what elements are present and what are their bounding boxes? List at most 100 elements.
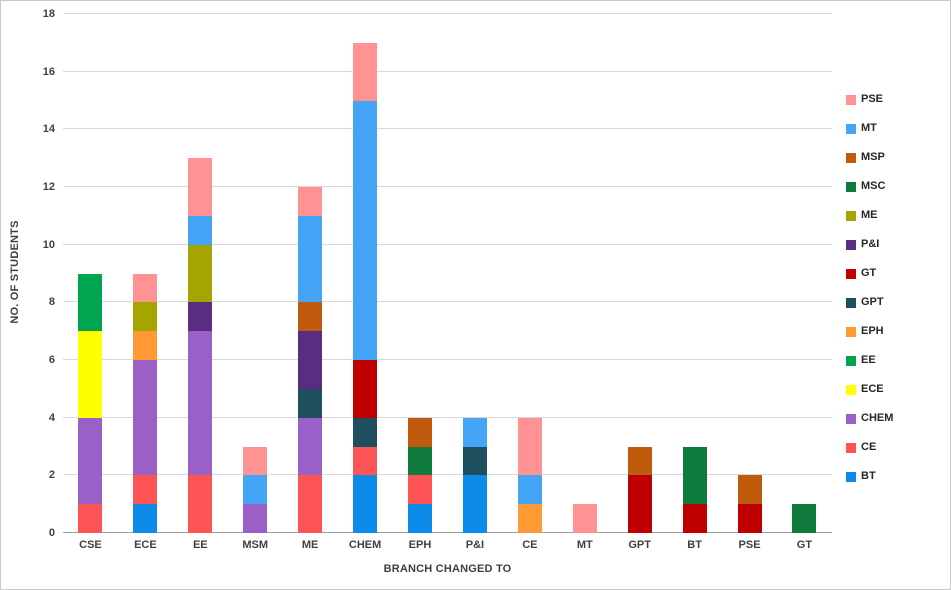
legend-label: BT (861, 470, 876, 482)
bar-MSM (243, 446, 268, 533)
bar-segment-BT (133, 504, 158, 533)
legend-swatch (846, 268, 856, 279)
x-tick-label: MSM (242, 539, 269, 551)
legend-item-ECE: ECE (846, 381, 893, 398)
gridline (63, 243, 832, 245)
x-tick-label: P&I (465, 539, 485, 551)
y-tick-label: 16 (42, 65, 55, 78)
bar-segment-P&I (188, 302, 213, 332)
bar-segment-BT (407, 504, 432, 533)
legend-item-P&I: P&I (846, 236, 893, 253)
bar-segment-MSP (298, 302, 323, 332)
x-tick-label: EPH (408, 539, 432, 551)
bar-BT (682, 446, 707, 533)
legend-label: GT (861, 267, 877, 279)
bar-segment-MT (517, 475, 542, 505)
bar-PSE (737, 475, 762, 533)
bar-segment-PSE (298, 187, 323, 216)
y-tick-label: 8 (48, 296, 55, 309)
y-tick-label: 18 (42, 8, 55, 20)
gridline (63, 13, 832, 14)
legend-swatch (846, 297, 856, 308)
bar-segment-GT (682, 504, 707, 533)
legend-swatch (846, 152, 856, 163)
bar-segment-GPT (353, 417, 378, 447)
x-tick-label: BT (687, 539, 702, 551)
bar-segment-CHEM (78, 417, 103, 505)
legend-swatch (846, 210, 856, 221)
bar-CSE (78, 273, 103, 533)
gridline (63, 128, 832, 130)
bar-segment-CHEM (298, 417, 323, 476)
legend-label: MSP (861, 151, 885, 163)
bar-segment-P&I (298, 331, 323, 389)
bar-segment-CE (78, 504, 103, 533)
bar-segment-GPT (462, 446, 487, 476)
bar-segment-CHEM (188, 331, 213, 476)
legend-label: EE (861, 354, 876, 366)
legend-swatch (846, 123, 856, 134)
bar-slot-ME (283, 14, 338, 533)
legend-item-BT: BT (846, 468, 893, 485)
x-axis-title: BRANCH CHANGED TO (383, 563, 512, 575)
legend: PSE MT MSP MSC ME P&I GT GPT EPH EE ECE CHEM CE BT (846, 91, 893, 485)
x-tick-label: PSE (738, 539, 761, 551)
bar-CHEM (353, 42, 378, 533)
legend-swatch (846, 442, 856, 453)
bar-segment-CHEM (133, 360, 158, 476)
bar-segment-ECE (78, 331, 103, 418)
legend-item-GT: GT (846, 265, 893, 282)
bar-segment-CE (353, 446, 378, 476)
bar-segment-MSC (407, 446, 432, 476)
plot-area (63, 13, 832, 533)
legend-swatch (846, 326, 856, 337)
bar-segment-GPT (298, 388, 323, 418)
bar-segment-PSE (517, 417, 542, 476)
bar-slot-CE (502, 14, 557, 533)
legend-item-MSC: MSC (846, 178, 893, 195)
bar-segment-PSE (188, 158, 213, 216)
legend-label: CE (861, 441, 877, 453)
legend-item-CE: CE (846, 439, 893, 456)
bar-segment-GT (737, 504, 762, 533)
bar-slot-P&I (447, 14, 502, 533)
bar-slot-PSE (722, 14, 777, 533)
bar-segment-MT (188, 215, 213, 245)
bar-segment-BT (353, 475, 378, 533)
legend-item-ME: ME (846, 207, 893, 224)
y-tick-label: 6 (48, 354, 55, 366)
gridline (63, 474, 832, 476)
bars-container (63, 14, 832, 533)
bar-slot-MSM (228, 14, 283, 533)
bar-slot-GPT (612, 14, 667, 533)
legend-item-PSE: PSE (846, 91, 893, 108)
legend-swatch (846, 239, 856, 250)
bar-segment-PSE (353, 42, 378, 101)
legend-label: MSC (861, 180, 886, 192)
legend-item-EE: EE (846, 352, 893, 369)
y-tick-label: 4 (48, 411, 55, 424)
legend-label: P&I (861, 238, 880, 250)
bar-GPT (627, 446, 652, 533)
x-tick-label: MT (576, 539, 593, 551)
legend-swatch (846, 94, 856, 105)
bar-EE (188, 158, 213, 533)
bar-segment-MSP (627, 446, 652, 476)
x-axis-labels: CSE ECE EE MSM ME CHEM EPH P&I CE MT GPT BT PSE GT (63, 539, 832, 551)
legend-swatch (846, 355, 856, 366)
bar-slot-MT (557, 14, 612, 533)
bar-EPH (407, 417, 432, 533)
bar-segment-PSE (133, 273, 158, 303)
bar-segment-CE (133, 475, 158, 505)
x-tick-label: GT (796, 539, 813, 551)
bar-segment-MT (353, 100, 378, 361)
bar-segment-MT (243, 475, 268, 505)
x-axis-line (63, 532, 832, 533)
gridline (63, 70, 832, 72)
y-tick-label: 2 (48, 469, 55, 482)
x-tick-label: CSE (79, 539, 102, 551)
legend-item-MSP: MSP (846, 149, 893, 166)
gridline (63, 359, 832, 360)
bar-segment-EPH (133, 331, 158, 361)
bar-segment-MT (298, 215, 323, 303)
